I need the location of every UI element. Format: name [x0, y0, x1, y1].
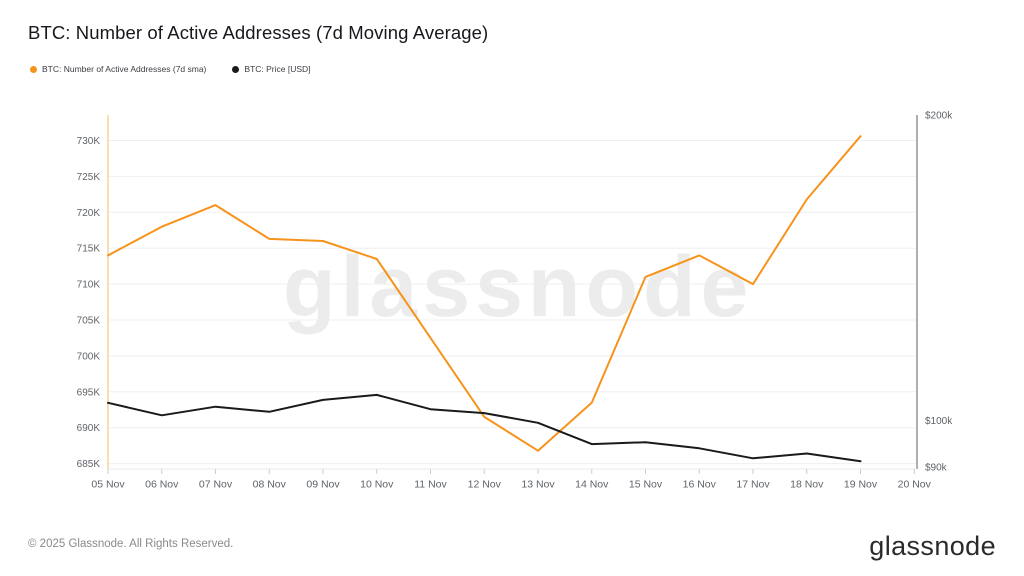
x-tick-label: 11 Nov — [414, 479, 447, 491]
x-tick-label: 07 Nov — [199, 479, 233, 491]
left-axis-tick-label: 710K — [77, 280, 101, 291]
price-line[interactable] — [107, 393, 862, 463]
x-tick-label: 17 Nov — [736, 479, 770, 491]
x-tick-label: 05 Nov — [91, 479, 125, 491]
axes — [107, 115, 918, 474]
x-tick-label: 16 Nov — [683, 479, 717, 491]
left-axis-tick-label: 690K — [77, 423, 101, 434]
left-axis-tick-label: 730K — [77, 136, 101, 147]
legend-dot-icon — [232, 65, 240, 73]
left-axis-tick-label: 700K — [77, 351, 101, 362]
legend-label: BTC: Price [USD] — [244, 64, 311, 74]
legend-item-price[interactable]: BTC: Price [USD] — [232, 64, 311, 74]
left-axis-tick-label: 715K — [77, 244, 101, 255]
x-tick-label: 06 Nov — [145, 479, 179, 491]
legend-item-active-addresses[interactable]: BTC: Number of Active Addresses (7d sma) — [30, 64, 206, 74]
active-addresses-line[interactable] — [107, 135, 862, 452]
left-axis-tick-label: 685K — [77, 459, 101, 470]
legend-label: BTC: Number of Active Addresses (7d sma) — [42, 64, 207, 74]
left-axis-tick-label: 725K — [77, 172, 101, 183]
data-series — [107, 135, 862, 463]
left-axis-tick-label: 705K — [77, 316, 101, 327]
x-tick-label: 09 Nov — [306, 479, 340, 491]
chart-legend: BTC: Number of Active Addresses (7d sma)… — [30, 64, 311, 74]
x-tick-label: 19 Nov — [844, 479, 878, 491]
axis-labels: 05 Nov 06 Nov 07 Nov 08 Nov 09 Nov 10 Nov 11 N… — [77, 111, 954, 491]
legend-dot-icon — [30, 65, 37, 73]
glassnode-logo: glassnode — [869, 531, 996, 561]
copyright-text: © 2025 Glassnode. All Rights Reserved. — [28, 538, 234, 550]
x-tick-label: 10 Nov — [360, 479, 394, 491]
gridlines — [108, 140, 917, 465]
x-tick-label: 15 Nov — [629, 479, 663, 491]
x-tick-label: 08 Nov — [253, 479, 287, 491]
right-axis-tick-label: $90k — [925, 462, 948, 473]
right-axis-tick-label: $100k — [925, 416, 953, 427]
watermark: glassnode — [283, 239, 753, 335]
x-tick-label: 12 Nov — [468, 479, 502, 491]
x-tick-label: 14 Nov — [575, 479, 609, 491]
left-axis-tick-label: 695K — [77, 387, 101, 398]
x-tick-label: 13 Nov — [521, 479, 555, 491]
right-axis-tick-label: $200k — [925, 111, 953, 122]
page-title: BTC: Number of Active Addresses (7d Movi… — [28, 22, 489, 43]
left-axis-tick-label: 720K — [77, 208, 101, 219]
x-tick-label: 18 Nov — [790, 479, 824, 491]
x-tick-label: 20 Nov — [898, 479, 932, 491]
